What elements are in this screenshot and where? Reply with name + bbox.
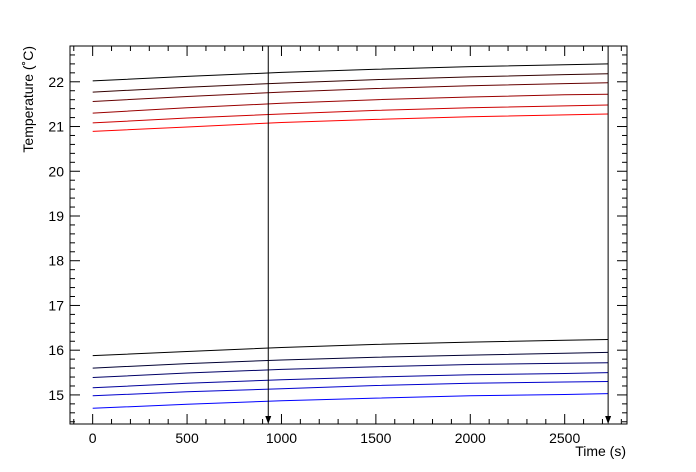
markers-layer (265, 46, 612, 424)
y-tick-label: 17 (48, 297, 64, 313)
x-tick-label: 1500 (360, 430, 391, 446)
plot-frame (69, 45, 628, 425)
x-tick-label: 1000 (266, 430, 297, 446)
x-tick-label: 2000 (455, 430, 486, 446)
y-tick-label: 15 (48, 387, 64, 403)
series-line-12 (92, 393, 609, 409)
y-tick-label: 21 (48, 119, 64, 135)
y-axis: 15 16 17 18 19 20 21 22 (48, 45, 627, 423)
y-tick-label: 22 (48, 74, 64, 90)
y-tick-label: 16 (48, 342, 64, 358)
series-line-4 (92, 93, 609, 114)
series-layer (92, 63, 609, 409)
y-tick-label: 18 (48, 253, 64, 269)
series-line-2 (92, 73, 609, 93)
series-line-6 (92, 113, 609, 132)
series-line-1 (92, 63, 609, 82)
y-tick-label: 19 (48, 208, 64, 224)
marker-arrow-1 (265, 416, 272, 424)
x-tick-label: 2500 (549, 430, 580, 446)
y-tick-label: 20 (48, 163, 64, 179)
x-axis: 0 500 1000 1500 2000 2500 (73, 46, 622, 446)
x-axis-label: Time (s) (575, 443, 626, 459)
marker-arrow-2 (605, 416, 612, 424)
series-line-8 (92, 351, 609, 369)
series-line-7 (92, 339, 609, 357)
y-axis-label: Temperature (˚C) (20, 46, 36, 153)
series-line-11 (92, 381, 609, 397)
x-tick-label: 0 (89, 430, 97, 446)
x-tick-label: 500 (175, 430, 199, 446)
series-line-5 (92, 104, 609, 124)
series-line-10 (92, 372, 609, 389)
series-line-3 (92, 82, 609, 102)
series-line-9 (92, 362, 609, 378)
